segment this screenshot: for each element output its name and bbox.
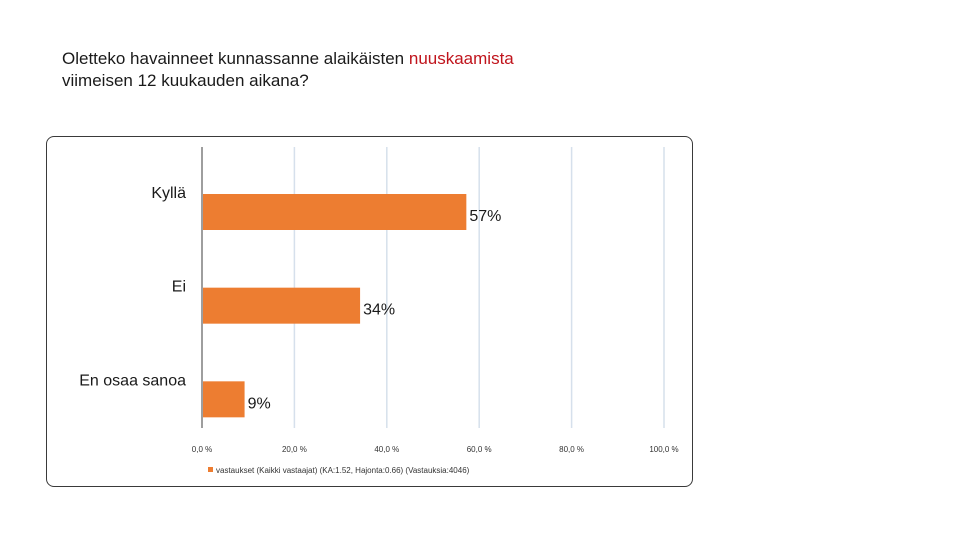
data-label: 57% bbox=[469, 208, 501, 225]
bar bbox=[203, 194, 467, 230]
category-label: Ei bbox=[172, 279, 186, 296]
chart-title: Oletteko havainneet kunnassanne alaikäis… bbox=[62, 48, 702, 92]
tick-label: 100,0 % bbox=[649, 445, 678, 454]
tick-label: 40,0 % bbox=[374, 445, 399, 454]
tick-label: 80,0 % bbox=[559, 445, 584, 454]
bar bbox=[203, 287, 361, 324]
title-text-end: viimeisen 12 kuukauden aikana? bbox=[62, 71, 309, 90]
tick-label: 20,0 % bbox=[282, 445, 307, 454]
title-highlight: nuuskaamista bbox=[408, 49, 514, 68]
data-label: 9% bbox=[248, 395, 271, 412]
category-label: En osaa sanoa bbox=[79, 372, 186, 389]
legend-label: vastaukset (Kaikki vastaajat) (KA:1.52, … bbox=[216, 466, 470, 475]
title-text-start: Oletteko havainneet kunnassanne alaikäis… bbox=[62, 49, 409, 68]
tick-label: 0,0 % bbox=[192, 445, 212, 454]
category-label: Kyllä bbox=[151, 185, 186, 202]
data-label: 34% bbox=[363, 302, 395, 319]
bar bbox=[203, 381, 245, 418]
legend-swatch bbox=[208, 467, 213, 472]
tick-label: 60,0 % bbox=[467, 445, 492, 454]
